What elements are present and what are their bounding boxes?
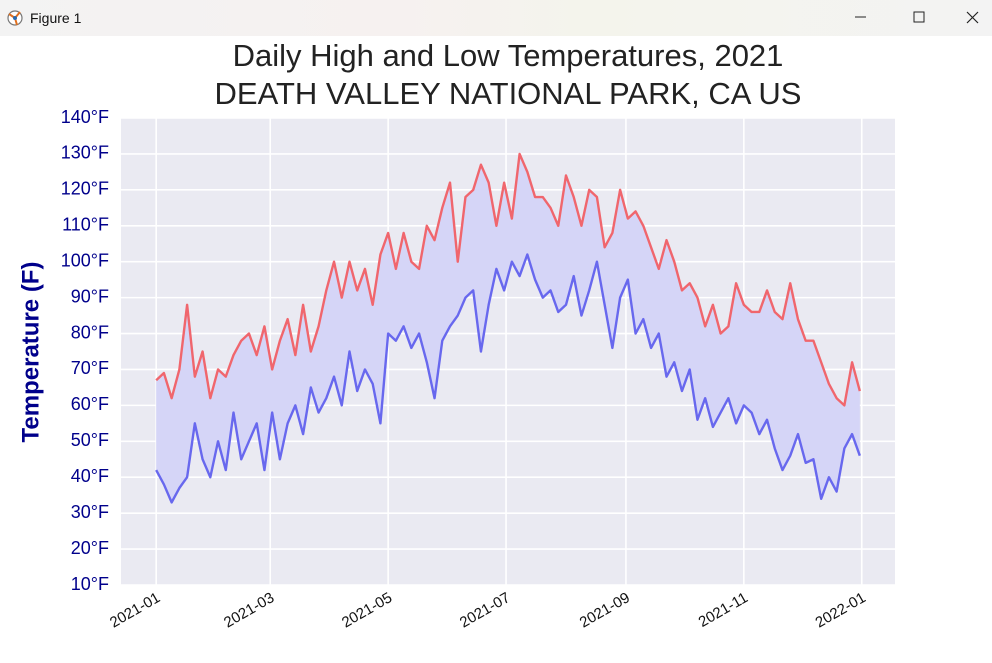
y-tick-label: 70°F [71, 358, 109, 378]
x-tick-label: 2021-07 [457, 589, 513, 631]
x-tick-label: 2021-11 [696, 589, 751, 631]
y-tick-label: 80°F [71, 322, 109, 342]
y-tick-label: 50°F [71, 430, 109, 450]
x-tick-label: 2021-05 [339, 589, 395, 631]
x-tick-label: 2021-09 [577, 589, 633, 631]
y-axis-label: Temperature (F) [17, 262, 44, 443]
title-bar: Figure 1 [0, 0, 992, 36]
y-tick-label: 30°F [71, 502, 109, 522]
maximize-button[interactable] [913, 11, 925, 23]
chart-title: Daily High and Low Temperatures, 2021 [233, 38, 784, 73]
y-tick-label: 10°F [71, 574, 109, 594]
y-tick-label: 40°F [71, 466, 109, 486]
y-tick-label: 110°F [62, 215, 109, 235]
y-tick-label: 140°F [61, 107, 109, 127]
x-tick-label: 2021-01 [107, 589, 163, 631]
window-controls[interactable] [812, 0, 992, 36]
temperature-line [155, 253, 861, 504]
y-tick-label: 90°F [71, 286, 109, 306]
y-tick-label: 60°F [71, 394, 109, 414]
y-tick-label: 100°F [61, 250, 109, 270]
x-tick-label: 2021-03 [221, 589, 277, 631]
y-tick-label: 120°F [61, 179, 109, 199]
y-tick-label: 130°F [61, 143, 109, 163]
app-icon [7, 10, 23, 26]
temperature-line [155, 152, 861, 407]
window-title: Figure 1 [30, 10, 82, 26]
chart-subtitle: DEATH VALLEY NATIONAL PARK, CA US [215, 76, 802, 111]
close-button[interactable] [966, 11, 979, 24]
y-tick-label: 20°F [71, 538, 109, 558]
x-tick-label: 2022-01 [813, 589, 869, 631]
